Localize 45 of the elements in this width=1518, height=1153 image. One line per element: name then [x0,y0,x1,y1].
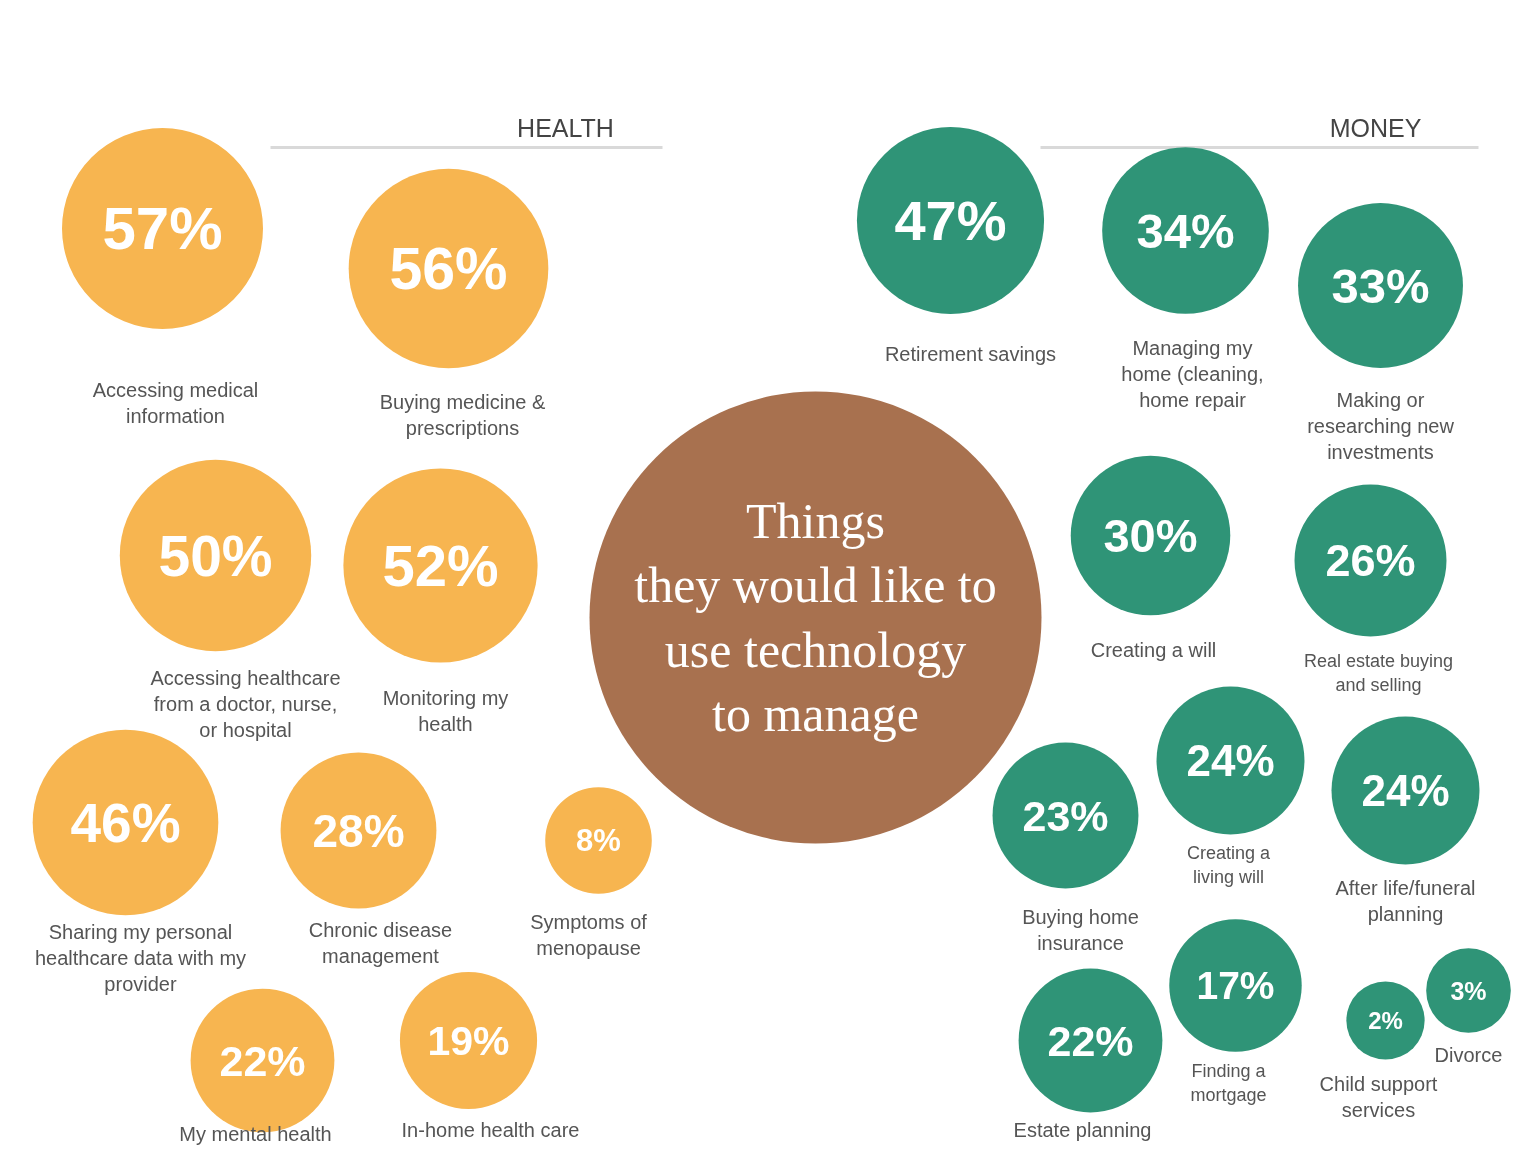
data-label: 30% [1103,509,1198,562]
data-label: 47% [894,189,1007,252]
category-label: Monitoring my health [382,686,509,735]
data-label: 24% [1186,736,1275,785]
category-label: Estate planning [1013,1118,1152,1141]
category-label: Finding a mortgage [1190,1060,1267,1105]
category-label: Divorce [1434,1043,1503,1066]
category-label: Retirement savings [884,342,1057,365]
category-label: After life/funeral planning [1335,876,1476,925]
data-label: 22% [219,1036,306,1085]
data-label: 3% [1450,976,1487,1005]
data-label: 28% [312,804,405,857]
data-label: 22% [1047,1016,1134,1065]
data-label: 56% [389,235,508,302]
data-label: 2% [1368,1007,1403,1034]
category-label: Buying medicine & prescriptions [379,390,546,439]
text: Things they would like to use technology to manage [634,492,997,743]
category-label: In-home health care [401,1118,580,1141]
category-label: Creating a living will [1186,842,1272,887]
data-label: 34% [1136,203,1235,258]
category-label: Managing my home (cleaning, home repair [1121,336,1264,412]
data-label: 17% [1196,964,1275,1007]
data-label: 52% [382,533,499,598]
category-label: Symptoms of menopause [530,910,648,959]
category-label: Chronic disease management [308,918,453,967]
category-label: Accessing medical information [92,378,259,427]
data-label: 19% [427,1017,510,1064]
category-label: Creating a will [1090,638,1217,661]
text: HEALTH [517,113,614,142]
category-label: Sharing my personal healthcare data with my provider [34,920,247,996]
data-label: 26% [1325,535,1416,586]
category-label: Accessing healthcare from a doctor, nurse, or hospital [150,666,341,742]
category-label: Child support services [1319,1072,1438,1121]
category-label: My mental health [179,1122,332,1145]
category-label: Real estate buying and selling [1303,650,1454,695]
data-label: 23% [1022,791,1109,840]
category-label: Buying home insurance [1022,905,1139,954]
data-label: 57% [102,195,223,262]
data-label: 24% [1361,766,1450,815]
data-label: 50% [158,523,273,588]
data-label: 33% [1331,258,1430,313]
text: MONEY [1329,113,1422,142]
category-label: Making or researching new investments [1307,388,1455,464]
data-label: 8% [576,823,621,858]
data-label: 46% [70,791,181,854]
